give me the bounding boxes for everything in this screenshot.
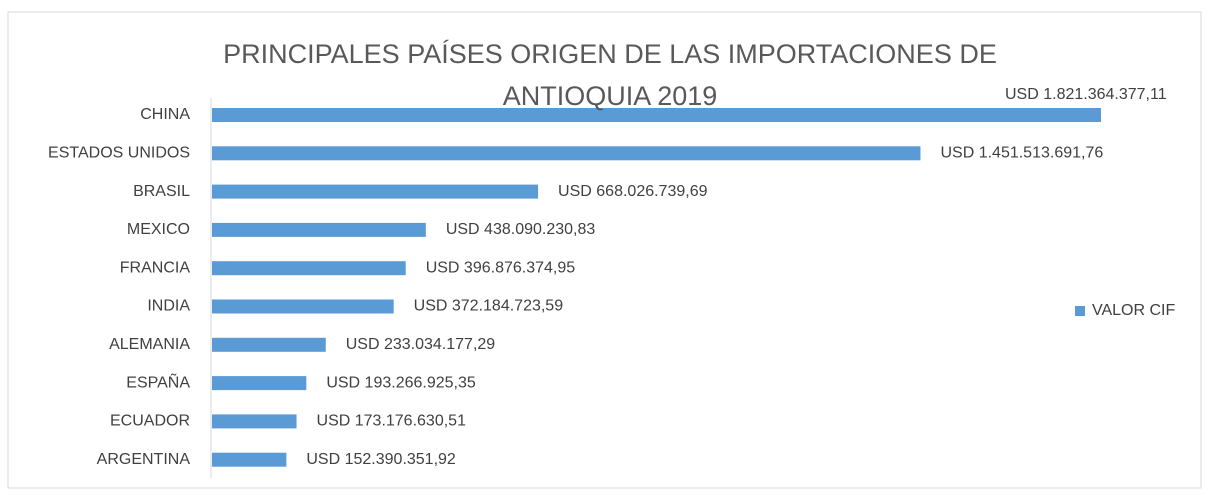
bar — [212, 108, 1101, 122]
data-label: USD 233.034.177,29 — [346, 336, 496, 353]
y-tick-label: FRANCIA — [120, 259, 191, 276]
legend-label: VALOR CIF — [1092, 302, 1176, 319]
data-label: USD 173.176.630,51 — [317, 413, 467, 430]
chart-title: PRINCIPALES PAÍSES ORIGEN DE LAS IMPORTA… — [223, 39, 997, 111]
y-tick-label: ECUADOR — [110, 413, 190, 430]
y-tick-label: MEXICO — [127, 221, 190, 238]
bar — [212, 184, 539, 199]
data-label: USD 1.821.364.377,11 — [1005, 86, 1167, 103]
bar — [212, 146, 921, 161]
y-tick-label: BRASIL — [133, 183, 190, 200]
data-label: USD 152.390.351,92 — [306, 451, 456, 468]
bar — [212, 299, 394, 314]
y-tick-label: CHINA — [140, 106, 190, 123]
bar — [212, 376, 307, 391]
data-label: USD 396.876.374,95 — [426, 259, 576, 276]
chart-border — [7, 11, 1202, 489]
bar — [212, 222, 426, 237]
y-tick-label: ARGENTINA — [97, 451, 191, 468]
y-tick-label: ESTADOS UNIDOS — [48, 145, 190, 162]
bar — [212, 414, 297, 429]
legend-swatch — [1075, 306, 1085, 316]
data-label: USD 438.090.230,83 — [446, 221, 596, 238]
y-tick-label: ESPAÑA — [126, 371, 190, 391]
bar — [212, 452, 287, 467]
bar — [212, 337, 326, 352]
data-label: USD 193.266.925,35 — [326, 374, 476, 391]
bar — [212, 261, 406, 276]
y-tick-label: ALEMANIA — [109, 336, 190, 353]
data-label: USD 1.451.513.691,76 — [940, 145, 1103, 162]
data-label: USD 668.026.739,69 — [558, 183, 708, 200]
y-tick-label: INDIA — [147, 298, 190, 315]
data-label: USD 372.184.723,59 — [414, 298, 564, 315]
